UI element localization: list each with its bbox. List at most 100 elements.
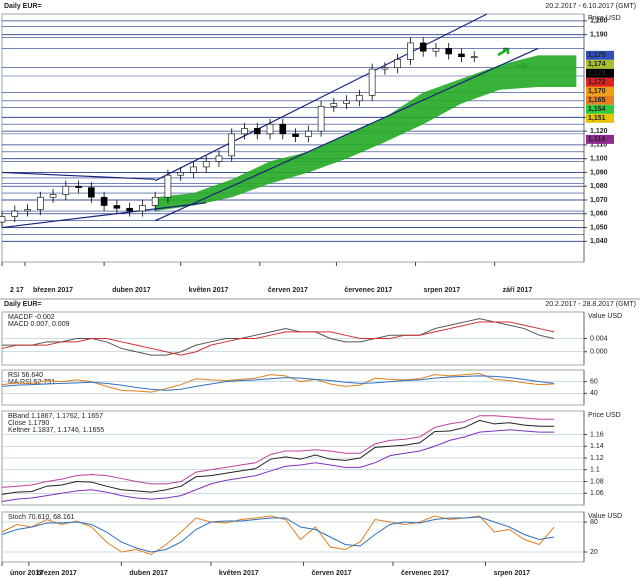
annotation: RSI 56.640 (8, 372, 43, 379)
candle-body (75, 185, 82, 188)
annotation: Stoch 70.610, 68.161 (8, 514, 75, 521)
x-tick-label: duben 2017 (112, 287, 151, 294)
y-axis-label: Price USD (588, 15, 621, 22)
price-label: 1,174 (588, 70, 606, 77)
price-label: 1,175 (588, 52, 606, 59)
y-tick-label: 1,050 (590, 224, 608, 231)
candle-body (215, 155, 223, 162)
candle-body (279, 123, 287, 135)
price-label: 1,165 (588, 97, 606, 104)
candle-body (470, 56, 478, 59)
y-tick-label: 1.12 (590, 455, 604, 462)
candle-body (36, 196, 44, 210)
candle-body (139, 205, 146, 212)
candle-body (445, 48, 453, 55)
y-tick-label: 80 (590, 519, 598, 526)
candle-body (394, 59, 401, 69)
y-tick-label: 1,060 (590, 211, 608, 218)
candle-body (253, 128, 261, 135)
y-tick-label: 1.14 (590, 443, 604, 450)
annotation: Close 1.1790 (8, 420, 49, 427)
candle-body (177, 172, 184, 176)
x-tick-label: červenec 2017 (401, 570, 449, 577)
trend-line (1, 171, 156, 180)
x-tick-label: 2 17 (10, 287, 24, 294)
price-label-box (586, 59, 614, 69)
x-tick-label: srpen 2017 (494, 570, 531, 577)
y-tick-label: 60 (590, 379, 598, 386)
series-line (1, 516, 555, 553)
price-label: 1,170 (588, 88, 606, 95)
y-axis-label: Price USD (588, 412, 621, 419)
candle-body (88, 187, 95, 198)
close-line (1, 419, 555, 495)
price-label-box (586, 104, 614, 114)
y-axis-label: Value USD (588, 313, 622, 320)
y-axis-label: Value USD (588, 513, 622, 520)
x-tick-label: březen 2017 (33, 287, 73, 294)
price-label-box (586, 134, 614, 144)
annotation: BBand 1.1867, 1.1762, 1.1657 (8, 413, 103, 420)
candle-body (151, 196, 159, 206)
candle-body (458, 53, 465, 58)
y-tick-label: 20 (590, 549, 598, 556)
price-label-box (586, 95, 614, 105)
annotation: Keltner 1.1837, 1.1746, 1.1655 (8, 427, 104, 434)
y-tick-label: 1.06 (590, 490, 604, 497)
series-line (1, 415, 555, 488)
y-tick-label: 1,200 (590, 18, 608, 25)
series-line (2, 318, 555, 356)
annotation: MACDF -0.002 (8, 314, 55, 321)
price-label: 1,174 (588, 61, 606, 68)
arrow-up (497, 47, 510, 57)
panel-title: Daily EUR= (4, 3, 42, 10)
candle-body (343, 100, 350, 104)
x-tick-label: únor 2017 (10, 570, 43, 577)
candle-body (49, 194, 57, 198)
candle-body (432, 48, 440, 52)
candle-body (100, 196, 108, 206)
candle-body (305, 130, 312, 137)
y-tick-label: 1.08 (590, 478, 604, 485)
candle-body (241, 128, 248, 135)
candle-body (164, 174, 172, 198)
price-label-box (586, 68, 614, 78)
candle-body (266, 123, 274, 135)
y-tick-label: 1,190 (590, 32, 608, 39)
candle-body (190, 166, 197, 173)
candle-body (24, 209, 31, 212)
trend-line (154, 47, 539, 222)
candle-body (228, 133, 236, 157)
candle-body (317, 106, 325, 132)
candle-body (356, 94, 363, 102)
y-tick-label: 1.1 (590, 467, 600, 474)
series-line (1, 321, 555, 356)
x-tick-label: květen 2017 (189, 287, 229, 294)
y-tick-label: 1,040 (590, 238, 608, 245)
price-label-box (586, 50, 614, 60)
x-tick-label: červenec 2017 (344, 287, 392, 294)
candle-body (202, 161, 210, 168)
y-tick-label: 0.000 (590, 349, 608, 356)
candle-body (113, 205, 121, 209)
y-tick-label: 40 (590, 390, 598, 397)
x-tick-label: duben 2017 (129, 570, 168, 577)
price-label-box (586, 86, 614, 96)
series-line (1, 429, 555, 502)
y-tick-label: 1,070 (590, 197, 608, 204)
y-tick-label: 1,090 (590, 169, 608, 176)
annotation: MACD 0.007, 0.009 (8, 321, 70, 328)
x-tick-label: červen 2017 (268, 287, 308, 294)
panel-subtitle: 20.2.2017 - 28.8.2017 (GMT) (545, 301, 636, 308)
y-tick-label: 1,110 (590, 142, 607, 149)
y-tick-label: 1,080 (590, 183, 608, 190)
candle-body (368, 68, 376, 96)
candle-body (381, 67, 389, 70)
panel-title: Daily EUR= (4, 301, 42, 308)
series-line (1, 375, 555, 391)
candle-body (330, 103, 338, 107)
y-tick-label: 1,100 (590, 156, 608, 163)
x-tick-label: srpen 2017 (424, 287, 461, 294)
